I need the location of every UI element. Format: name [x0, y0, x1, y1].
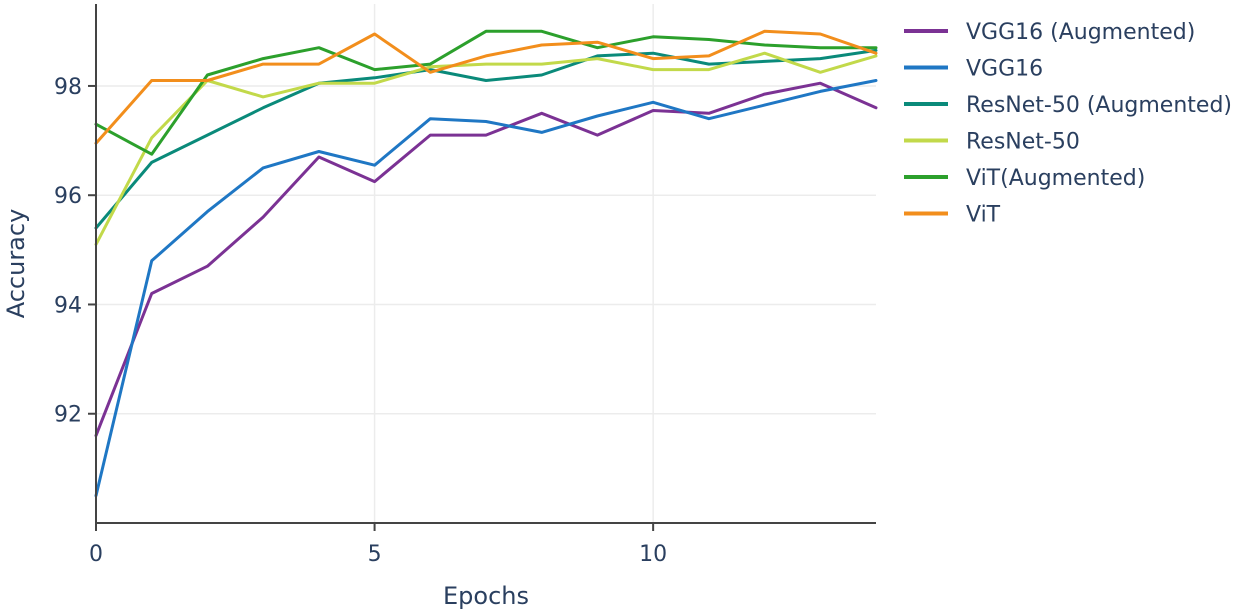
- x-axis-title: Epochs: [443, 582, 529, 610]
- y-tick-label: 96: [54, 184, 82, 209]
- ticks-layer: 92 94 96 98 0 5 10: [54, 75, 667, 567]
- series-line: [94, 81, 878, 438]
- legend-item[interactable]: ViT(Augmented): [904, 166, 1145, 191]
- series-layer: [94, 29, 878, 498]
- y-axis-title: Accuracy: [2, 209, 30, 319]
- legend-item[interactable]: ResNet-50 (Augmented): [904, 93, 1232, 118]
- series-0: [94, 81, 878, 438]
- y-tick-label: 94: [54, 293, 82, 318]
- legend-item[interactable]: VGG16 (Augmented): [904, 20, 1195, 45]
- axis-layer: [95, 4, 876, 524]
- x-tick-label: 5: [368, 542, 382, 567]
- legend-item[interactable]: VGG16: [904, 57, 1043, 82]
- legend-label: ResNet-50: [966, 130, 1080, 155]
- legend-label: VGG16 (Augmented): [966, 20, 1195, 45]
- y-tick-label: 92: [54, 403, 82, 428]
- series-1: [94, 79, 878, 498]
- legend-label: ViT: [966, 203, 1001, 228]
- series-2: [94, 48, 878, 230]
- legend-label: VGG16: [966, 57, 1043, 82]
- legend[interactable]: VGG16 (Augmented) VGG16 ResNet-50 (Augment…: [904, 20, 1232, 228]
- legend-label: ResNet-50 (Augmented): [966, 93, 1232, 118]
- legend-item[interactable]: ResNet-50: [904, 130, 1080, 155]
- series-line: [94, 29, 878, 156]
- y-tick-label: 98: [54, 75, 82, 100]
- series-line: [94, 79, 878, 498]
- legend-label: ViT(Augmented): [966, 166, 1145, 191]
- x-tick-label: 0: [89, 542, 103, 567]
- legend-item[interactable]: ViT: [904, 203, 1001, 228]
- series-line: [94, 29, 878, 145]
- series-3: [94, 51, 878, 246]
- x-tick-label: 10: [639, 542, 667, 567]
- series-line: [94, 48, 878, 230]
- series-5: [94, 29, 878, 145]
